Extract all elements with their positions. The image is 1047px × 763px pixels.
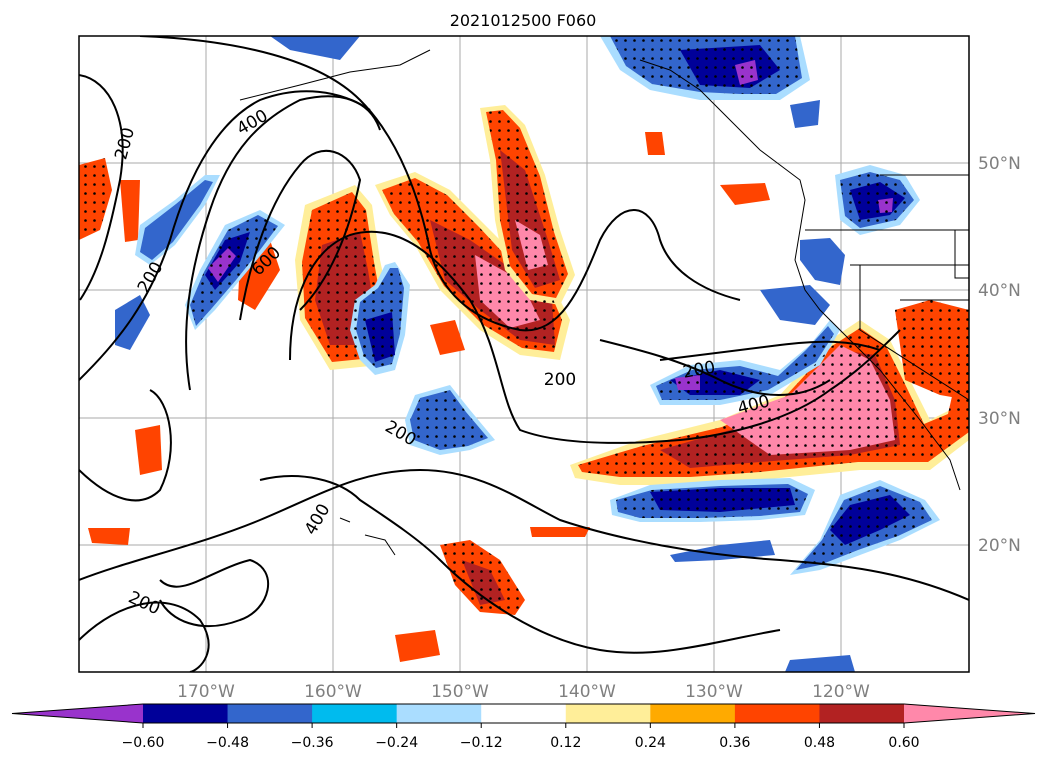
colorbar-tick-label: 0.24 xyxy=(635,735,666,751)
colorbar-extend-high xyxy=(904,704,1035,723)
lat-label: 20°N xyxy=(978,536,1021,556)
lat-label: 50°N xyxy=(978,154,1021,174)
colorbar-tick-label: −0.12 xyxy=(460,735,503,751)
lon-label: 150°W xyxy=(431,682,489,702)
colorbar-tick-label: 0.12 xyxy=(550,735,581,751)
contour-lines xyxy=(79,36,969,672)
map-area: 200 400 200 600 200 200 400 200 400 200 xyxy=(79,36,969,672)
colorbar-tick-label: 0.60 xyxy=(888,735,919,751)
colorbar-segment xyxy=(396,704,482,723)
colorbar-extend-low xyxy=(12,704,143,723)
lon-label: 120°W xyxy=(812,682,870,702)
colorbar-segment xyxy=(143,704,229,723)
lon-label: 140°W xyxy=(558,682,616,702)
colorbar-segment xyxy=(227,704,313,723)
colorbar-tick-label: −0.48 xyxy=(206,735,249,751)
lat-label: 40°N xyxy=(978,281,1021,301)
colorbar-segment xyxy=(565,704,651,723)
figure-title: 2021012500 F060 xyxy=(450,11,597,30)
lon-label: 170°W xyxy=(177,682,235,702)
map-frame xyxy=(78,35,970,673)
colorbar-segment xyxy=(819,704,905,723)
lat-label: 30°N xyxy=(978,409,1021,429)
lon-label: 160°W xyxy=(304,682,362,702)
stippling xyxy=(79,36,969,615)
colorbar-tick-label: 0.36 xyxy=(719,735,750,751)
coastlines xyxy=(239,49,969,556)
colorbar-segment xyxy=(312,704,398,723)
colorbar-tick-label: −0.36 xyxy=(291,735,334,751)
colorbar-tick-label: −0.60 xyxy=(122,735,165,751)
lon-label: 130°W xyxy=(685,682,743,702)
colorbar-tick-label: 0.48 xyxy=(804,735,835,751)
colorbar-segment xyxy=(734,704,820,723)
latitude-labels: 50°N 40°N 30°N 20°N xyxy=(978,154,1021,556)
colorbar-segment xyxy=(481,704,567,723)
colorbar: −0.60 −0.48 −0.36 −0.24 −0.12 0.12 0.24 0.36 0.4… xyxy=(11,703,1036,751)
colorbar-tick-label: −0.24 xyxy=(375,735,418,751)
longitude-labels: 170°W 160°W 150°W 140°W 130°W 120°W xyxy=(177,682,870,702)
contour-label: 200 xyxy=(544,370,576,390)
colorbar-segment xyxy=(650,704,736,723)
